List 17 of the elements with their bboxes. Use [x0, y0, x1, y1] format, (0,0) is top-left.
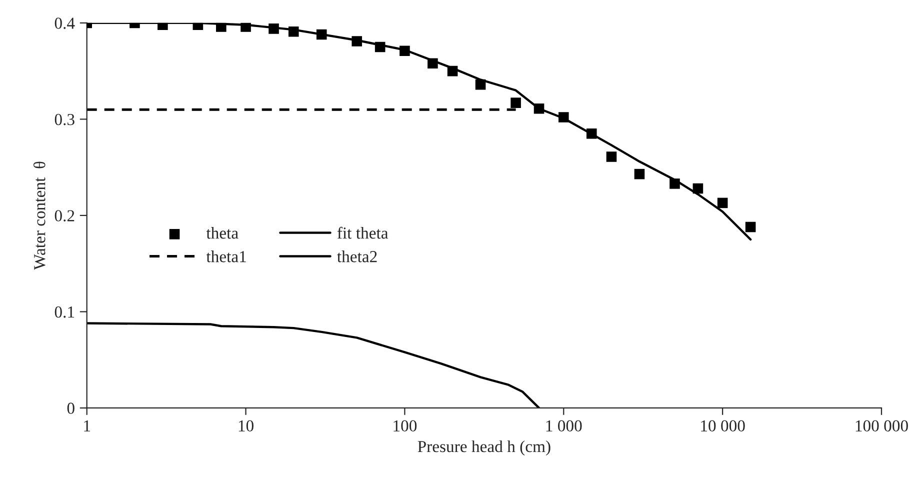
x-tick-label: 10 [238, 420, 254, 432]
y-tick-label: 0.4 [54, 18, 75, 29]
y-tick-label: 0.3 [54, 114, 74, 126]
y-tick-label: 0.2 [54, 210, 74, 222]
legend-label: theta1 [206, 250, 246, 262]
legend-label: theta2 [337, 250, 377, 262]
x-tick-label: 100 [394, 420, 417, 432]
x-axis-title: Presure head h (cm) [418, 440, 550, 456]
x-tick-label: 1 [84, 420, 90, 432]
legend-label: theta [206, 226, 238, 239]
y-tick-label: 0.1 [54, 306, 74, 318]
x-tick-label: 100 000 [856, 420, 908, 432]
y-tick-label: 0 [67, 402, 74, 414]
x-tick-label: 1 000 [546, 420, 582, 432]
y-axis-title: Water content θ [33, 162, 46, 270]
x-tick-label: 10 000 [701, 420, 745, 432]
legend-label: fit theta [337, 226, 388, 239]
